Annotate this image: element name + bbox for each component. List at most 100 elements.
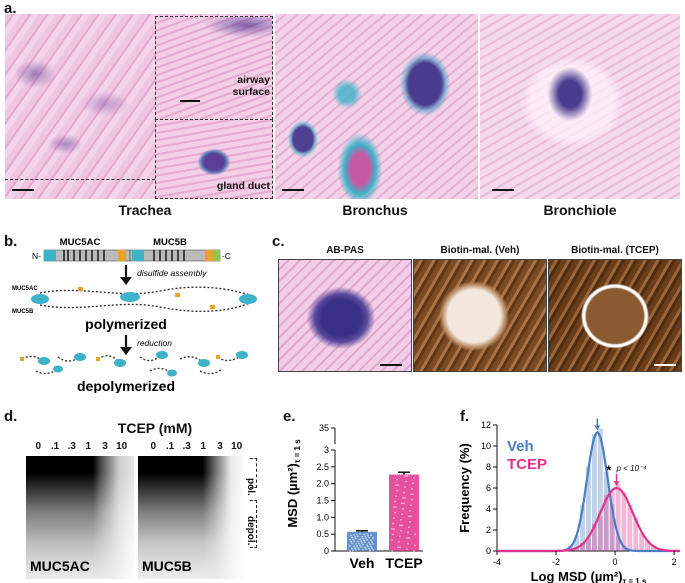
data-point [370,545,372,548]
domain-stripes [63,250,185,261]
y-tick-label: 4 [486,504,491,514]
data-point [396,478,398,481]
step-reduction-label: reduction [137,338,172,348]
significance-star: * [606,462,612,477]
panel-c-title-abpas: AB-PAS [326,245,364,256]
data-point [391,528,393,530]
data-point [414,544,416,547]
inset-gland-duct [155,119,273,199]
data-point [351,547,353,550]
data-point [363,539,365,542]
data-point [413,476,415,479]
data-point [410,515,412,518]
data-point [392,522,394,525]
data-point [401,513,403,516]
lane-label: 1 [85,441,92,452]
histogram-bar-veh [580,505,586,551]
data-point [412,482,414,485]
data-point [391,550,393,552]
data-point [407,531,409,534]
data-point [394,511,396,514]
data-point [403,502,405,505]
data-point [369,543,371,546]
histogram-bar-tcep [627,504,633,551]
chain-label-muc5ac: MUC5AC [12,286,38,292]
data-point [404,475,406,477]
lane-label: 0 [150,441,157,452]
lane-label: 3 [217,441,223,452]
data-point [409,520,411,523]
histogram-bar-veh [568,546,574,551]
y-tick-label: 1.0 [316,512,329,522]
data-point [399,524,401,527]
chart-msd-bar: 0 0.5 1.0 1.5 2.0 2.5 3 35 Veh TCEP MSD (µm²)τ = … [285,423,423,571]
histogram-bar-tcep [621,492,627,551]
data-point [363,533,365,536]
data-point [366,539,368,541]
data-point [407,542,409,545]
data-point [357,546,359,549]
lane-label: .3 [67,441,76,452]
histogram-bar-tcep [603,494,609,551]
data-point [402,508,404,510]
data-point [410,504,412,507]
panel-b-letter: b. [4,233,18,250]
data-point [398,467,400,470]
data-point [355,542,357,545]
data-point [349,538,351,541]
scalebar [380,364,402,366]
gene-muc5b-label: MUC5B [153,237,187,248]
data-point [409,509,411,512]
data-point [367,546,369,548]
gel-label-muc5ac: MUC5AC [30,558,90,574]
histogram-bar-tcep [639,532,645,551]
data-point [413,550,415,552]
data-point [404,497,406,499]
pol-label: pol. [245,478,256,496]
data-point [353,545,355,548]
data-point [395,484,397,487]
data-point [350,540,352,543]
x-axis-label: Log MSD (µm²)τ = 1 s [531,569,647,583]
data-point [396,489,398,492]
data-point [365,548,367,551]
bar-tcep [389,474,419,551]
scalebar [492,189,514,191]
data-point [392,533,394,536]
data-point [398,540,400,543]
x-tick-label: -4 [493,557,501,567]
mean-arrow-head [613,481,620,486]
data-point [395,495,397,498]
data-point [364,546,366,549]
lane-label: 10 [116,441,128,452]
x-category-label: TCEP [385,555,422,571]
panel-f-letter: f. [460,408,470,425]
data-point [370,539,372,542]
lane-label: 3 [102,441,108,452]
data-point [352,549,354,552]
data-point [359,533,361,535]
x-tick-label: -2 [552,557,560,567]
data-point [391,539,393,541]
scalebar [654,364,676,366]
data-point [414,533,416,536]
y-tick-label: 0.5 [316,529,329,539]
data-point [359,544,361,547]
inset-airway-surface [155,16,273,120]
n-terminus-label: N- [32,251,41,261]
lane-label: .3 [182,441,191,452]
panel-e-letter: e. [283,408,296,425]
trachea-image [5,14,273,199]
histogram-bar-tcep [615,483,621,551]
data-point [362,543,364,546]
histogram-bar-tcep [591,523,597,551]
data-point [370,534,372,537]
data-point [364,535,366,538]
lane-label: .1 [50,441,60,452]
histogram-bar-veh [591,434,597,551]
panel-c-letter: c. [272,233,285,250]
data-point [360,546,362,548]
data-point [367,534,369,537]
data-point [365,537,367,539]
